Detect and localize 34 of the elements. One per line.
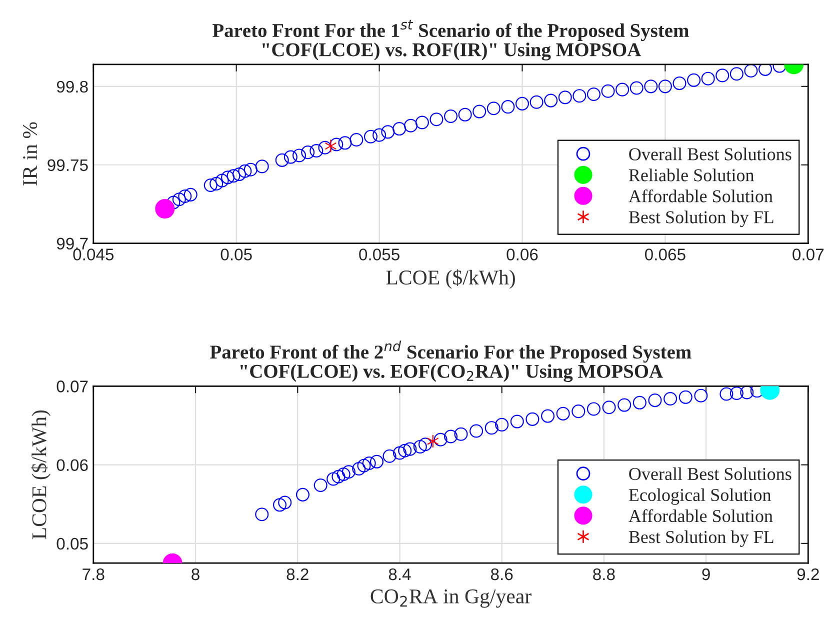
legend-label: Affordable Solution xyxy=(628,509,773,522)
x-axis-title: LCOE ($/kWh) xyxy=(386,269,515,289)
legend-label: Overall Best Solutions xyxy=(629,467,792,480)
x-tick-label: 9 xyxy=(702,568,710,580)
legend-label: Best Solution by FL xyxy=(628,210,774,228)
x-axis-title: CO$_{2}$RA in Gg/year xyxy=(370,589,532,608)
legend-label: Affordable Solution xyxy=(628,189,773,202)
legend-label: Ecological Solution xyxy=(628,488,772,505)
y-tick-label: 0.05 xyxy=(56,538,88,550)
x-tick-label: 0.045 xyxy=(73,248,114,260)
y-tick-label: 99.8 xyxy=(56,80,88,93)
x-tick-label: 0.065 xyxy=(645,248,686,260)
x-tick-label: 7.8 xyxy=(82,568,104,580)
legend-label: Best Solution by FL xyxy=(628,530,774,547)
x-tick-label: 0.055 xyxy=(359,248,400,260)
x-tick-label: 8.8 xyxy=(593,568,615,580)
y-tick-label: 0.07 xyxy=(56,380,88,392)
x-tick-label: 9.2 xyxy=(797,568,819,580)
x-tick-label: 8.4 xyxy=(388,568,411,580)
y-tick-label: 0.06 xyxy=(56,459,88,472)
chart-title: Pareto Front of the 2$^{nd}$ Scenario For the Proposed System "COF(LCOE) vs. EOF(CO$_{2}$RA)" Using MOPSOA xyxy=(210,340,692,382)
x-tick-label: 8.2 xyxy=(286,568,308,580)
legend-label: Reliable Solution xyxy=(628,168,754,182)
y-axis-title: IR in % xyxy=(22,122,38,186)
x-tick-label: 8.6 xyxy=(490,568,513,580)
x-tick-label: 0.07 xyxy=(792,248,824,260)
y-tick-label: 99.7 xyxy=(56,238,88,250)
x-tick-label: 0.05 xyxy=(220,248,252,260)
y-tick-label: 99.75 xyxy=(48,159,88,172)
x-tick-label: 0.06 xyxy=(506,248,538,260)
x-tick-label: 8 xyxy=(192,568,200,580)
chart-title: Pareto Front For the 1$^{st}$ Scenario of the Proposed System "COF(LCOE) vs. ROF(IR)" Using MOPSOA xyxy=(212,20,689,60)
legend-label: Overall Best Solutions xyxy=(629,148,792,160)
y-axis-title: LCOE ($/kWh) xyxy=(31,410,51,540)
